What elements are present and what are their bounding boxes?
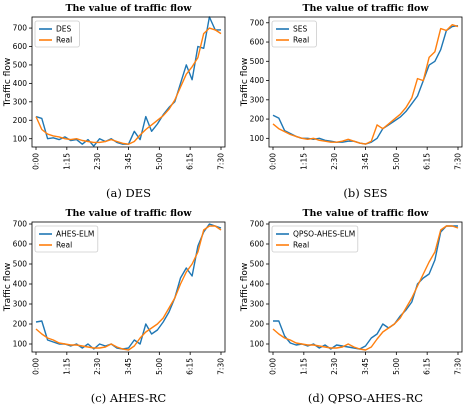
chart-1-xtick-label-2: 2:30: [330, 153, 339, 170]
chart-3-caption: (d) QPSO-AHES-RC: [308, 391, 423, 405]
chart-3-legend-label-1: Real: [293, 241, 309, 250]
chart-0-ytick-label-2: 300: [13, 97, 28, 106]
chart-2-title: The value of traffic flow: [65, 208, 192, 219]
chart-3-legend-label-0: QPSO-AHES-ELM: [293, 230, 355, 239]
chart-0-series-line-1: [35, 27, 222, 145]
chart-svg-qpso-ahes-rc: The value of traffic flow 100 200 300 400 500…: [240, 208, 463, 405]
chart-0-xtick-label-6: 7:30: [217, 153, 226, 170]
chart-2-caption: (c) AHES-RC: [91, 391, 167, 405]
chart-2-legend-label-1: Real: [56, 241, 72, 250]
chart-1-xtick-label-4: 5:00: [392, 153, 401, 170]
chart-2-legend: AHES-ELM Real: [34, 225, 99, 253]
chart-3-ytick-label-4: 500: [250, 260, 265, 269]
chart-panel-ahes-rc: The value of traffic flow 100 200 300 400 500…: [0, 205, 237, 409]
chart-2-series-group: [35, 223, 222, 351]
chart-2-ylabel: Traffic flow: [3, 263, 13, 312]
chart-1-xtick-label-3: 3:45: [361, 153, 370, 170]
chart-1-legend: SES Real: [271, 20, 317, 48]
chart-2-xtick-label-1: 1:15: [62, 358, 71, 375]
chart-1-ylabel: Traffic flow: [240, 58, 250, 107]
chart-3-series-line-1: [272, 225, 459, 351]
chart-1-series-group: [272, 24, 459, 145]
chart-0-ytick-label-0: 100: [13, 134, 28, 143]
chart-3-xtick-label-5: 6:15: [423, 358, 432, 375]
chart-3-title: The value of traffic flow: [302, 208, 429, 219]
chart-0-xtick-label-3: 3:45: [124, 153, 133, 170]
chart-1-xtick-label-5: 6:15: [423, 153, 432, 170]
chart-0-series-group: [35, 16, 222, 147]
chart-3-xtick-label-6: 7:30: [454, 358, 463, 375]
chart-0-ytick-label-6: 700: [13, 24, 28, 33]
chart-0-legend: DES Real: [34, 20, 80, 48]
chart-0-ytick-label-1: 200: [13, 116, 28, 125]
chart-1-legend-label-1: Real: [293, 36, 309, 45]
chart-2-ytick-label-6: 700: [13, 220, 28, 229]
chart-3-ytick-label-2: 300: [250, 300, 265, 309]
chart-svg-ses: The value of traffic flow 100 200 300 400 500…: [240, 3, 463, 200]
chart-3-ytick-label-6: 700: [250, 220, 265, 229]
chart-0-ytick-label-3: 400: [13, 79, 28, 88]
chart-3-ytick-label-3: 400: [250, 280, 265, 289]
chart-3-xtick-label-0: 0:00: [269, 358, 278, 375]
chart-3-series-group: [272, 225, 459, 351]
chart-2-ytick-label-1: 200: [13, 320, 28, 329]
chart-1-ytick-label-1: 200: [250, 115, 265, 124]
chart-1-xtick-label-1: 1:15: [299, 153, 308, 170]
chart-1-ytick-label-4: 500: [250, 57, 265, 66]
chart-2-xtick-label-2: 2:30: [93, 358, 102, 375]
chart-3-ytick-label-1: 200: [250, 320, 265, 329]
chart-0-legend-label-1: Real: [56, 36, 72, 45]
chart-1-ytick-label-5: 600: [250, 38, 265, 47]
chart-0-ylabel: Traffic flow: [3, 58, 13, 107]
chart-0-title: The value of traffic flow: [65, 3, 192, 14]
chart-2-legend-label-0: AHES-ELM: [56, 230, 94, 239]
chart-0-xtick-label-0: 0:00: [32, 153, 41, 170]
chart-2-xtick-label-3: 3:45: [124, 358, 133, 375]
chart-3-ylabel: Traffic flow: [240, 263, 250, 312]
chart-1-ytick-label-2: 300: [250, 95, 265, 104]
chart-1-legend-label-0: SES: [293, 25, 307, 34]
chart-2-xtick-label-5: 6:15: [186, 358, 195, 375]
chart-0-xtick-label-2: 2:30: [93, 153, 102, 170]
chart-2-ytick-label-3: 400: [13, 280, 28, 289]
chart-2-xtick-label-6: 7:30: [217, 358, 226, 375]
chart-0-caption: (a) DES: [106, 186, 151, 200]
chart-0-ytick-label-5: 600: [13, 42, 28, 51]
chart-2-xtick-label-4: 5:00: [155, 358, 164, 375]
chart-3-xtick-label-4: 5:00: [392, 358, 401, 375]
chart-3-xtick-label-3: 3:45: [361, 358, 370, 375]
chart-2-ytick-label-0: 100: [13, 340, 28, 349]
chart-3-ytick-label-5: 600: [250, 240, 265, 249]
chart-2-ytick-label-4: 500: [13, 260, 28, 269]
chart-0-xtick-label-5: 6:15: [186, 153, 195, 170]
chart-panel-qpso-ahes-rc: The value of traffic flow 100 200 300 400 500…: [237, 205, 474, 409]
chart-2-series-line-1: [35, 225, 222, 351]
chart-2-xtick-label-0: 0:00: [32, 358, 41, 375]
chart-1-caption: (b) SES: [343, 186, 387, 200]
chart-2-ytick-label-2: 300: [13, 300, 28, 309]
chart-1-title: The value of traffic flow: [302, 3, 429, 14]
chart-1-ytick-label-0: 100: [250, 134, 265, 143]
chart-svg-des: The value of traffic flow 100 200 300 400 500…: [3, 3, 226, 200]
chart-0-ytick-label-4: 500: [13, 61, 28, 70]
chart-3-legend: QPSO-AHES-ELM Real: [271, 225, 359, 253]
chart-0-xtick-label-4: 5:00: [155, 153, 164, 170]
chart-0-legend-label-0: DES: [56, 25, 72, 34]
chart-1-xtick-label-6: 7:30: [454, 153, 463, 170]
chart-3-ytick-label-0: 100: [250, 340, 265, 349]
chart-1-ytick-label-3: 400: [250, 76, 265, 85]
chart-2-ytick-label-5: 600: [13, 240, 28, 249]
chart-3-xtick-label-2: 2:30: [330, 358, 339, 375]
chart-panel-des: The value of traffic flow 100 200 300 400 500…: [0, 0, 237, 204]
chart-1-ytick-label-6: 700: [250, 18, 265, 27]
chart-svg-ahes-rc: The value of traffic flow 100 200 300 400 500…: [3, 208, 226, 405]
chart-panel-ses: The value of traffic flow 100 200 300 400 500…: [237, 0, 474, 204]
chart-3-xtick-label-1: 1:15: [299, 358, 308, 375]
chart-3-legend-box: [271, 225, 359, 253]
chart-1-series-line-1: [272, 24, 459, 145]
chart-1-xtick-label-0: 0:00: [269, 153, 278, 170]
chart-0-xtick-label-1: 1:15: [62, 153, 71, 170]
